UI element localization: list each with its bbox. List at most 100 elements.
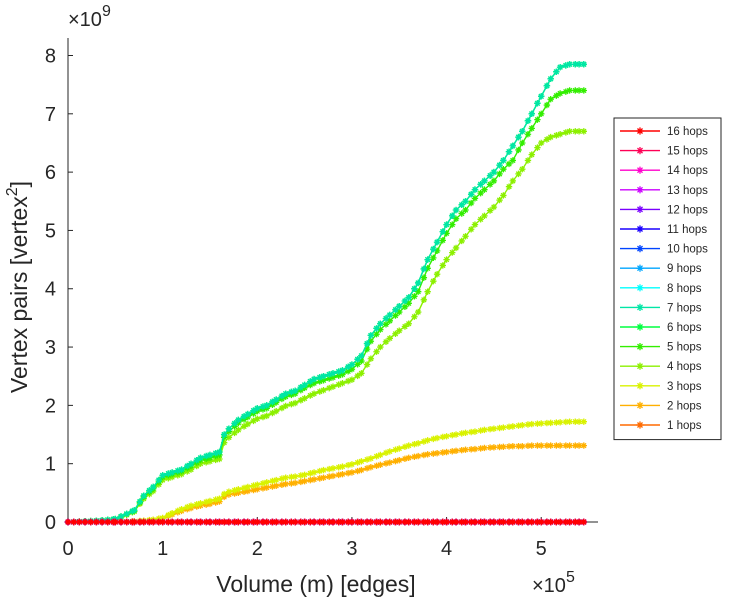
- series-marker: [386, 311, 393, 319]
- legend: 16 hops 15 hops 14 hops 13 hops 12 hops 11 ho…: [613, 117, 722, 441]
- series-marker: [452, 215, 460, 222]
- legend-label: 3 hops: [667, 381, 702, 393]
- x-exponent-power: 5: [566, 569, 575, 586]
- series-marker: [297, 384, 305, 391]
- series-marker: [140, 518, 147, 526]
- series-marker: [168, 510, 176, 517]
- series-marker: [572, 128, 579, 135]
- x-tick-label: 2: [252, 538, 263, 560]
- series-marker: [250, 407, 257, 414]
- series-marker: [348, 361, 356, 368]
- legend-item: 6 hops: [620, 322, 702, 334]
- series-marker: [636, 421, 644, 429]
- series-marker: [405, 442, 412, 449]
- series-marker: [202, 459, 210, 466]
- series-marker: [452, 447, 460, 455]
- series-marker: [562, 418, 570, 426]
- legend-label: 13 hops: [667, 185, 708, 197]
- series-marker: [329, 472, 337, 480]
- series-marker: [335, 381, 342, 388]
- series-marker: [547, 442, 554, 449]
- series-marker: [556, 419, 564, 426]
- series-marker: [320, 518, 327, 526]
- series-marker: [316, 378, 323, 385]
- series-marker: [556, 63, 564, 71]
- series-marker: [534, 442, 541, 449]
- series-marker: [235, 518, 242, 526]
- series-marker: [547, 518, 554, 526]
- series-marker: [377, 343, 384, 351]
- series-marker: [254, 518, 261, 526]
- series-marker: [396, 327, 403, 334]
- legend-item: 1 hops: [620, 420, 702, 432]
- series-marker: [496, 161, 503, 169]
- series-marker: [291, 387, 299, 394]
- series-marker: [240, 413, 248, 420]
- series-marker: [363, 518, 371, 526]
- series-marker: [184, 462, 191, 470]
- series-marker: [307, 392, 314, 399]
- plot-area: [68, 38, 598, 522]
- series-marker: [326, 384, 333, 392]
- series-marker: [310, 380, 318, 387]
- series-marker: [240, 488, 248, 495]
- series-marker: [411, 293, 418, 300]
- series-marker: [543, 518, 551, 526]
- series-marker: [282, 390, 289, 397]
- series-marker: [165, 470, 172, 477]
- series-marker: [519, 422, 526, 429]
- series-marker: [505, 160, 513, 168]
- series-marker: [220, 490, 228, 498]
- series-marker: [490, 203, 498, 211]
- series-marker: [269, 483, 276, 490]
- series-marker: [216, 455, 223, 463]
- series-marker: [430, 518, 437, 526]
- series-marker: [282, 402, 289, 410]
- series-marker: [168, 518, 176, 526]
- series-marker: [348, 376, 356, 383]
- series-marker: [505, 518, 513, 526]
- series-marker: [159, 518, 166, 526]
- series-marker: [401, 518, 409, 526]
- series-marker: [562, 518, 570, 526]
- series-marker: [367, 355, 375, 362]
- series-marker: [358, 370, 365, 377]
- series-marker: [405, 454, 412, 462]
- x-axis-label: Volume (m) [edges]: [216, 571, 415, 597]
- series-marker: [481, 444, 488, 452]
- series-marker: [363, 345, 371, 353]
- legend-item: 14 hops: [620, 165, 708, 177]
- series-marker: [344, 377, 352, 385]
- series-marker: [486, 172, 494, 179]
- series-marker: [553, 442, 560, 449]
- series-marker: [439, 518, 446, 526]
- series-marker: [316, 475, 323, 482]
- series-marker: [424, 451, 431, 458]
- series-marker: [354, 372, 361, 380]
- series-marker: [524, 442, 532, 450]
- series-marker: [519, 166, 526, 173]
- series-marker: [339, 371, 346, 378]
- series-marker: [282, 518, 289, 526]
- series-marker: [278, 392, 286, 400]
- series-marker: [392, 518, 399, 526]
- series-marker: [367, 338, 375, 345]
- series-marker: [193, 518, 200, 526]
- series-marker: [259, 413, 267, 421]
- series-marker: [528, 420, 535, 428]
- series-marker: [297, 397, 305, 404]
- series-marker: [206, 458, 214, 465]
- series-marker: [212, 518, 219, 526]
- series-marker: [220, 518, 228, 526]
- series-marker: [486, 444, 494, 451]
- series-marker: [235, 416, 242, 424]
- series-marker: [636, 127, 644, 135]
- series-marker: [174, 518, 181, 526]
- series-marker: [206, 451, 214, 459]
- series-marker: [496, 518, 503, 526]
- series-marker: [273, 482, 280, 490]
- series-marker: [269, 518, 276, 526]
- series-marker: [326, 473, 333, 480]
- series-marker: [467, 226, 475, 233]
- series-marker: [316, 518, 323, 526]
